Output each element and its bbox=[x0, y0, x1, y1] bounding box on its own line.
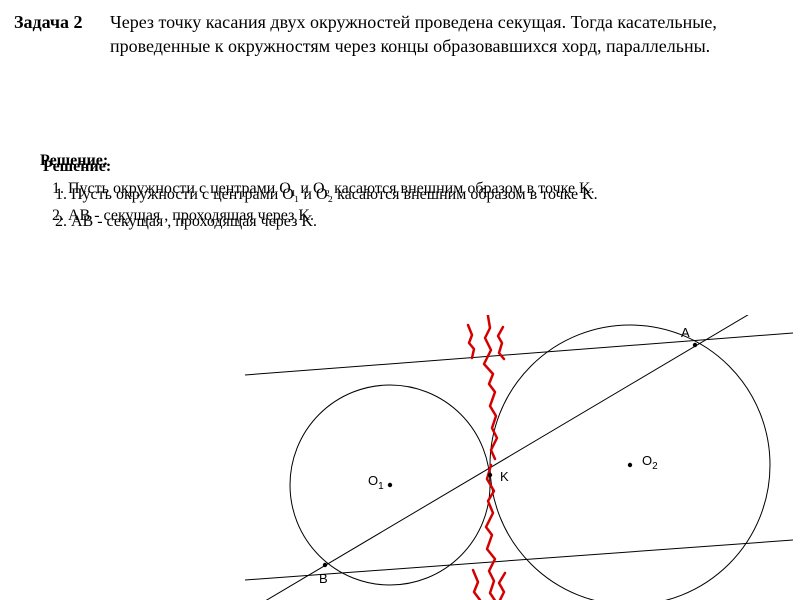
svg-text:O1: O1 bbox=[368, 473, 384, 492]
solution-b-item-2: AB - секущая , проходящая через K. bbox=[71, 211, 783, 233]
task-statement: Через точку касания двух окружностей про… bbox=[110, 10, 780, 59]
svg-text:O2: O2 bbox=[642, 453, 658, 472]
svg-text:A: A bbox=[681, 325, 690, 340]
solution-layer-b: Решение: Пусть окружности с центрами O₁ … bbox=[43, 156, 783, 237]
svg-text:K: K bbox=[500, 469, 509, 484]
geometry-diagram: A B K O1 O2 bbox=[235, 315, 795, 600]
solution-header-b: Решение: bbox=[43, 156, 783, 178]
svg-text:B: B bbox=[319, 571, 328, 586]
solution-b-item-1: Пусть окружности с центрами O₁ и O₂ каса… bbox=[71, 184, 783, 206]
task-label: Задача 2 bbox=[14, 12, 83, 33]
